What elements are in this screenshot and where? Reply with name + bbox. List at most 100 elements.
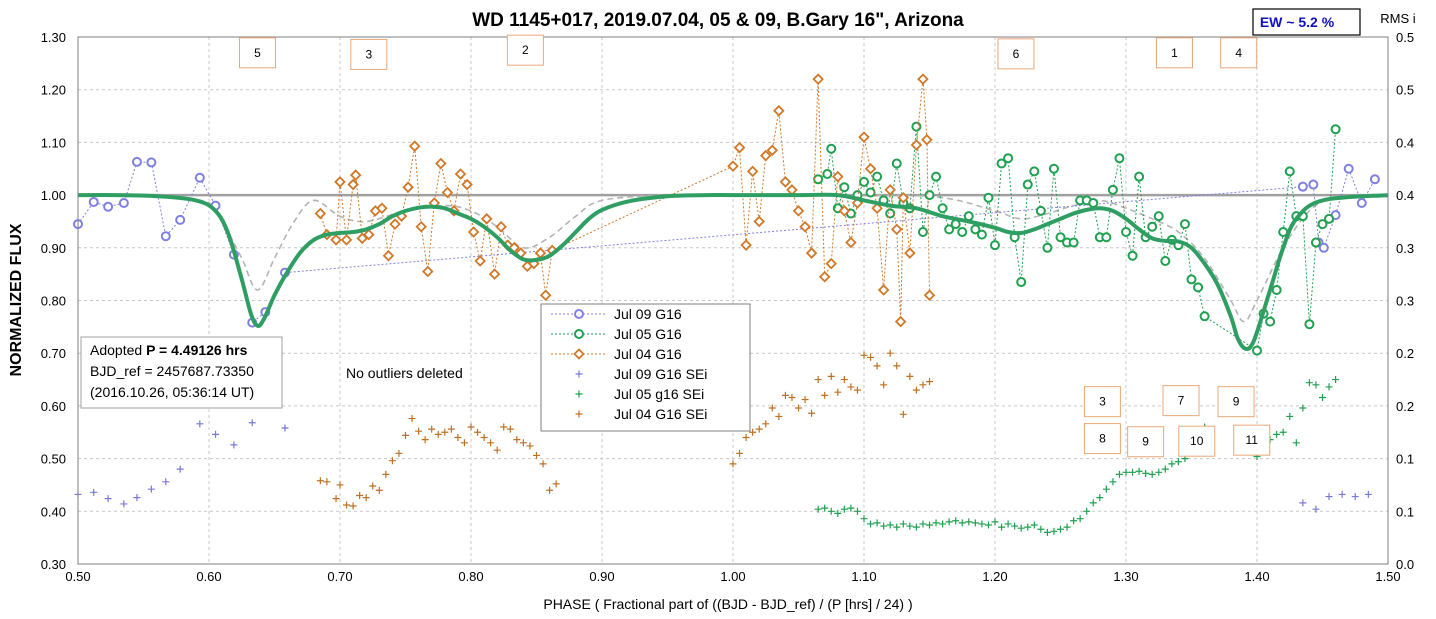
data-point — [1101, 232, 1112, 243]
dip-label-box — [1155, 37, 1193, 69]
y-axis-label: NORMALIZED FLUX — [8, 223, 25, 376]
data-point — [886, 521, 894, 529]
data-point — [1127, 250, 1138, 261]
data-point — [826, 143, 837, 154]
data-point — [840, 505, 848, 513]
data-point — [1369, 174, 1380, 185]
data-point — [1292, 439, 1300, 447]
data-point — [736, 449, 744, 457]
model-curve — [77, 192, 1389, 351]
data-point — [1308, 179, 1319, 190]
data-point — [779, 176, 792, 188]
data-point — [912, 523, 920, 531]
data-point — [493, 446, 501, 454]
y2-tick-label: 0.1 — [1396, 504, 1414, 519]
data-point — [880, 381, 888, 389]
data-point — [998, 523, 1006, 531]
legend-marker — [573, 348, 585, 360]
data-point — [118, 198, 129, 209]
data-point — [740, 239, 752, 251]
data-point — [1317, 219, 1328, 230]
data-point — [971, 519, 979, 527]
data-point — [1029, 166, 1040, 177]
data-point — [937, 203, 948, 214]
data-point — [944, 224, 955, 235]
data-point — [1016, 277, 1027, 288]
x-tick-label: 0.50 — [65, 569, 90, 584]
data-point — [467, 226, 480, 238]
data-point — [332, 495, 340, 503]
data-point — [1179, 219, 1190, 230]
data-point — [904, 247, 916, 259]
y2-tick-label: 0.1 — [1396, 452, 1414, 467]
data-point — [1107, 184, 1118, 195]
data-point — [1004, 520, 1012, 528]
data-point — [990, 240, 1000, 251]
data-point — [349, 169, 362, 181]
legend-item: Jul 04 G16 SEi — [575, 406, 707, 422]
data-point — [984, 521, 992, 529]
data-point — [194, 172, 205, 183]
data-point — [441, 428, 449, 436]
data-point — [488, 268, 501, 280]
data-point — [1364, 490, 1372, 498]
data-point — [924, 190, 935, 201]
data-point — [388, 457, 396, 465]
data-point — [454, 168, 467, 180]
data-point — [1332, 376, 1340, 384]
y2-tick-label: 0.3 — [1396, 241, 1414, 256]
data-point — [775, 412, 783, 420]
data-point — [281, 424, 289, 432]
data-point — [1114, 153, 1125, 164]
data-point — [919, 520, 927, 528]
data-point — [441, 186, 454, 199]
data-point — [1168, 460, 1176, 468]
data-point — [885, 208, 896, 219]
data-point — [864, 162, 877, 175]
data-point — [314, 207, 327, 220]
data-point — [958, 519, 966, 527]
data-point — [788, 393, 796, 401]
dip-label-box — [1162, 385, 1200, 417]
data-point — [408, 415, 416, 423]
dip-label-box — [350, 38, 388, 70]
data-point — [957, 226, 968, 237]
x-tick-label: 1.20 — [982, 569, 1007, 584]
data-point — [871, 202, 883, 215]
legend-item: Jul 05 G16 — [551, 326, 682, 342]
data-point — [1279, 428, 1287, 436]
data-point — [1135, 467, 1143, 475]
dip-label: 2 — [522, 43, 529, 57]
data-point — [460, 439, 468, 447]
data-point — [970, 224, 981, 235]
data-point — [919, 381, 927, 389]
series-4 — [74, 419, 1372, 513]
series-5 — [814, 376, 1340, 536]
data-point — [759, 149, 772, 162]
info-period-prefix: Adopted — [90, 342, 146, 358]
data-point — [926, 521, 933, 529]
data-point — [415, 220, 427, 233]
data-point — [480, 213, 493, 225]
dip-label: 7 — [1178, 394, 1185, 408]
x-axis-ticks: 0.50 0.60 0.70 0.80 0.90 1.00 1.10 1.20 1.30 1.40… — [65, 569, 1400, 584]
data-point — [847, 383, 855, 391]
data-point — [932, 519, 940, 527]
data-point — [906, 372, 914, 380]
legend-label: Jul 04 G16 — [614, 346, 682, 362]
data-point — [1286, 412, 1294, 420]
legend-marker — [575, 390, 583, 398]
data-point — [853, 386, 861, 394]
gray-model-curves — [77, 193, 1389, 323]
data-point — [1325, 383, 1333, 391]
data-point — [805, 247, 818, 259]
data-point — [877, 284, 890, 296]
data-point — [1057, 525, 1064, 533]
data-point — [965, 518, 973, 526]
data-point — [991, 518, 999, 526]
data-point — [847, 504, 855, 512]
data-point — [858, 131, 870, 143]
data-point — [487, 439, 495, 447]
data-point — [526, 442, 534, 450]
x-tick-label: 1.00 — [720, 569, 745, 584]
